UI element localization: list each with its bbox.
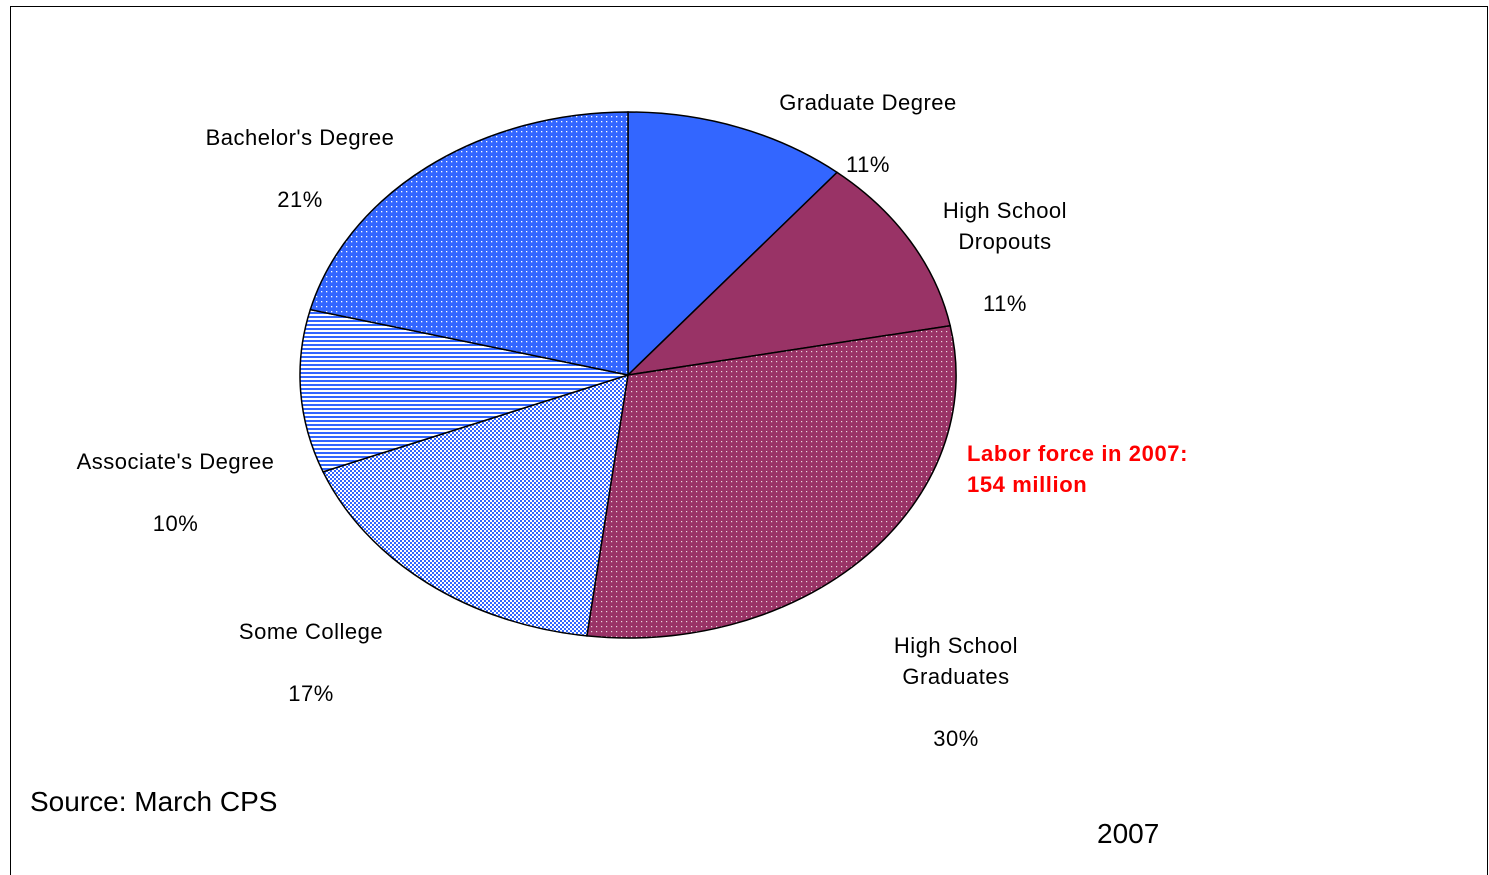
- pie-slice-associate-s-degree: [299, 308, 631, 473]
- year-label: 2007: [1097, 818, 1160, 849]
- label-pct: 17%: [288, 681, 334, 706]
- pie-slice-bachelor-s-degree: [309, 111, 629, 376]
- chart-frame: [10, 6, 1488, 875]
- source-note: Source: March CPS: [30, 786, 278, 817]
- label-graduate-degree: Graduate Degree 11%: [746, 56, 990, 211]
- pie-slice-high-school-dropouts: [625, 171, 952, 377]
- label-pct: 11%: [983, 291, 1027, 316]
- annotation-line-2: 154 million: [967, 472, 1088, 497]
- pie-slice-high-school-graduates: [586, 324, 957, 639]
- label-associates-degree: Associate's Degree 10%: [38, 415, 313, 570]
- labor-force-annotation: Labor force in 2007: 154 million: [967, 438, 1188, 500]
- label-pct: 21%: [277, 187, 323, 212]
- label-name: Bachelor's Degree: [205, 125, 395, 150]
- label-name: Graduate Degree: [779, 90, 957, 115]
- label-pct: 10%: [152, 511, 199, 536]
- label-name: High School Dropouts: [942, 198, 1068, 254]
- label-pct: 11%: [846, 152, 890, 177]
- label-high-school-graduates: High School Graduates 30%: [856, 599, 1056, 785]
- label-name: Some College: [238, 619, 384, 644]
- label-bachelors-degree: Bachelor's Degree 21%: [168, 91, 432, 246]
- label-name: Associate's Degree: [76, 449, 275, 474]
- label-pct: 30%: [933, 726, 979, 751]
- pie-slice-graduate-degree: [627, 111, 839, 377]
- pie-slice-some-college: [321, 373, 629, 637]
- label-high-school-dropouts: High School Dropouts 11%: [905, 164, 1105, 350]
- label-some-college: Some College 17%: [201, 585, 421, 740]
- annotation-line-1: Labor force in 2007:: [967, 441, 1189, 466]
- label-name: High School Graduates: [893, 633, 1019, 689]
